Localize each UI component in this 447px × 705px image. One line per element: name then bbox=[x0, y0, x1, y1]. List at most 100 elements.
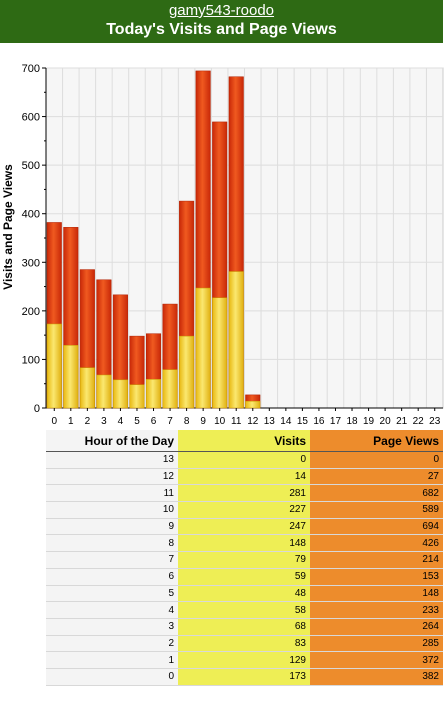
table-row: 8 148 426 bbox=[46, 534, 443, 553]
bar-visits bbox=[112, 379, 128, 409]
cell-page-views: 372 bbox=[310, 651, 443, 669]
cell-page-views: 694 bbox=[310, 518, 443, 536]
bar-visits bbox=[96, 374, 112, 409]
y-axis-label: Visits and Page Views bbox=[1, 164, 15, 290]
table-row: 9 247 694 bbox=[46, 518, 443, 536]
bar-visits bbox=[146, 379, 162, 409]
cell-visits: 68 bbox=[178, 618, 310, 636]
cell-hour: 11 bbox=[46, 484, 178, 503]
cell-page-views: 214 bbox=[310, 551, 443, 569]
cell-hour: 10 bbox=[46, 501, 178, 519]
table-row: 10 227 589 bbox=[46, 501, 443, 519]
table-row: 4 58 233 bbox=[46, 601, 443, 619]
y-tick-label: 400 bbox=[22, 209, 40, 221]
cell-visits: 79 bbox=[178, 551, 310, 569]
x-tick-label: 9 bbox=[200, 416, 206, 427]
y-tick-label: 0 bbox=[34, 403, 40, 415]
x-tick-label: 3 bbox=[101, 416, 107, 427]
cell-visits: 281 bbox=[178, 484, 310, 503]
cell-page-views: 285 bbox=[310, 635, 443, 653]
x-tick-label: 1 bbox=[68, 416, 74, 427]
chart-title: Today's Visits and Page Views bbox=[106, 21, 337, 38]
bar-visits bbox=[228, 271, 244, 409]
y-tick-label: 100 bbox=[22, 354, 40, 366]
x-tick-label: 21 bbox=[396, 416, 408, 427]
x-tick-label: 19 bbox=[363, 416, 375, 427]
cell-page-views: 382 bbox=[310, 668, 443, 686]
x-tick-label: 4 bbox=[118, 416, 124, 427]
cell-visits: 173 bbox=[178, 668, 310, 686]
y-tick-label: 600 bbox=[22, 112, 40, 124]
cell-visits: 227 bbox=[178, 501, 310, 519]
table-row: 2 83 285 bbox=[46, 635, 443, 653]
bar-visits bbox=[129, 384, 145, 409]
site-link[interactable]: gamy543-roodo bbox=[168, 2, 275, 19]
cell-hour: 5 bbox=[46, 585, 178, 603]
table-row: 13 0 0 bbox=[46, 451, 443, 469]
cell-visits: 14 bbox=[178, 468, 310, 486]
cell-hour: 1 bbox=[46, 651, 178, 669]
x-tick-label: 18 bbox=[346, 416, 358, 427]
x-tick-label: 16 bbox=[313, 416, 325, 427]
cell-page-views: 153 bbox=[310, 568, 443, 586]
table-row: 7 79 214 bbox=[46, 551, 443, 569]
cell-hour: 3 bbox=[46, 618, 178, 636]
cell-visits: 0 bbox=[178, 451, 310, 469]
cell-page-views: 233 bbox=[310, 601, 443, 619]
cell-page-views: 589 bbox=[310, 501, 443, 519]
cell-visits: 247 bbox=[178, 518, 310, 536]
x-tick-label: 0 bbox=[51, 416, 57, 427]
x-tick-label: 8 bbox=[184, 416, 190, 427]
x-tick-label: 13 bbox=[264, 416, 276, 427]
bar-visits bbox=[212, 297, 228, 409]
y-tick-label: 300 bbox=[22, 257, 40, 269]
column-header-hour: Hour of the Day bbox=[46, 430, 178, 452]
bar-visits bbox=[195, 287, 211, 409]
x-tick-label: 22 bbox=[413, 416, 425, 427]
cell-hour: 9 bbox=[46, 518, 178, 536]
table-row: 0 173 382 bbox=[46, 668, 443, 686]
y-tick-label: 700 bbox=[22, 63, 40, 75]
bar-visits bbox=[46, 323, 62, 409]
cell-page-views: 27 bbox=[310, 468, 443, 486]
cell-page-views: 0 bbox=[310, 451, 443, 469]
cell-page-views: 148 bbox=[310, 585, 443, 603]
bar-visits bbox=[162, 369, 178, 409]
x-tick-label: 20 bbox=[380, 416, 392, 427]
cell-hour: 8 bbox=[46, 534, 178, 553]
y-tick-label: 500 bbox=[22, 160, 40, 172]
bar-visits bbox=[245, 400, 261, 409]
table-header-row: Hour of the Day Visits Page Views bbox=[46, 430, 443, 452]
table-row: 5 48 148 bbox=[46, 585, 443, 603]
cell-page-views: 426 bbox=[310, 534, 443, 553]
cell-visits: 59 bbox=[178, 568, 310, 586]
cell-visits: 129 bbox=[178, 651, 310, 669]
cell-visits: 58 bbox=[178, 601, 310, 619]
cell-visits: 48 bbox=[178, 585, 310, 603]
cell-hour: 12 bbox=[46, 468, 178, 486]
cell-page-views: 264 bbox=[310, 618, 443, 636]
x-tick-label: 14 bbox=[280, 416, 292, 427]
x-tick-label: 5 bbox=[134, 416, 140, 427]
cell-visits: 148 bbox=[178, 534, 310, 553]
x-tick-label: 12 bbox=[247, 416, 259, 427]
x-tick-label: 11 bbox=[231, 416, 242, 427]
x-tick-label: 15 bbox=[297, 416, 309, 427]
table-row: 6 59 153 bbox=[46, 568, 443, 586]
cell-hour: 13 bbox=[46, 451, 178, 469]
x-tick-label: 10 bbox=[214, 416, 226, 427]
cell-hour: 7 bbox=[46, 551, 178, 569]
bar-visits bbox=[179, 335, 195, 409]
cell-hour: 0 bbox=[46, 668, 178, 686]
table-row: 11 281 682 bbox=[46, 484, 443, 503]
table-row: 3 68 264 bbox=[46, 618, 443, 636]
bar-visits bbox=[79, 367, 95, 409]
table-row: 1 129 372 bbox=[46, 651, 443, 669]
cell-hour: 4 bbox=[46, 601, 178, 619]
column-header-page-views: Page Views bbox=[310, 430, 443, 452]
cell-page-views: 682 bbox=[310, 484, 443, 503]
data-table: Hour of the Day Visits Page Views 13 0 0 12… bbox=[46, 430, 443, 686]
bar-visits bbox=[63, 345, 79, 409]
cell-visits: 83 bbox=[178, 635, 310, 653]
